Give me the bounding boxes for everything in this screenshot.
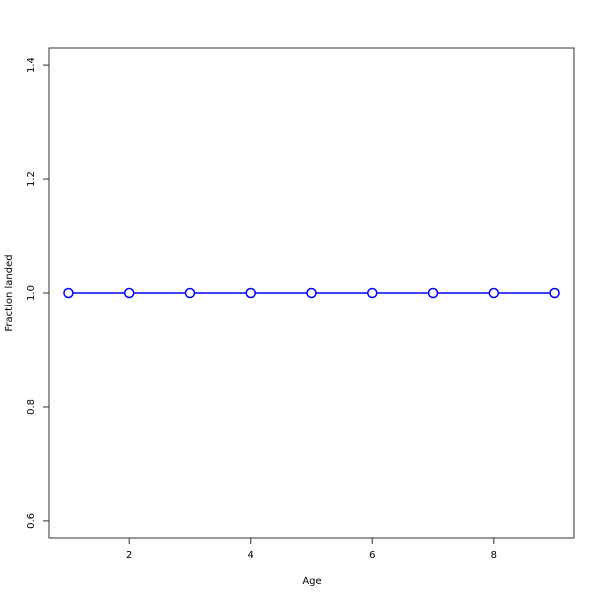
y-tick-label: 0.8 [26,399,37,415]
data-point [184,287,196,299]
x-tick-label: 8 [491,550,497,561]
data-point [427,287,439,299]
data-point [63,287,74,299]
data-point [245,287,256,299]
x-axis-label: Age [302,576,321,587]
x-tick-label: 4 [248,550,254,561]
data-point [367,287,378,299]
y-tick-label: 1.4 [26,57,37,73]
y-tick-label: 0.6 [26,513,37,529]
x-tick-label: 6 [369,550,375,561]
y-axis-label: Fraction landed [4,254,15,331]
x-tick-label: 2 [126,550,132,561]
y-tick-label: 1.0 [26,285,37,301]
data-point [306,287,317,299]
data-point [488,287,500,299]
data-point [123,287,135,299]
data-point [549,287,560,299]
y-tick-label: 1.2 [26,171,37,187]
